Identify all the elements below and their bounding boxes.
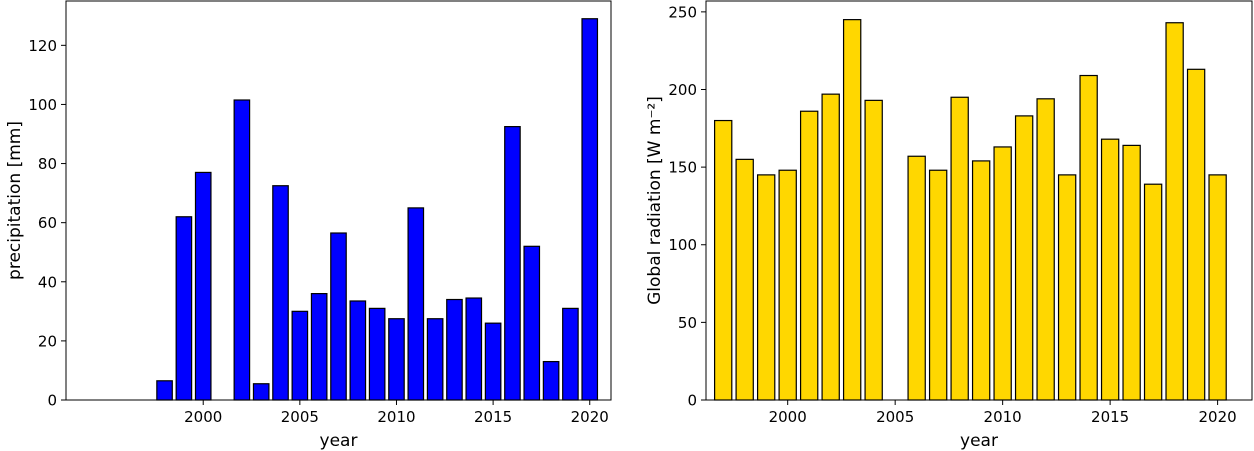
bar-1999 — [756, 174, 776, 401]
bar-2014 — [1079, 74, 1098, 401]
plot-frame — [705, 0, 1253, 401]
bar-2008 — [950, 96, 969, 401]
y-tick-label: 40 — [38, 273, 57, 291]
bar-2003 — [252, 383, 270, 401]
bar-2015 — [1100, 138, 1120, 401]
bar-2020 — [581, 18, 599, 401]
bar-2000 — [778, 169, 797, 401]
bar-2013 — [446, 298, 463, 401]
x-tick-label: 2005 — [876, 408, 914, 426]
bar-2012 — [1036, 98, 1055, 401]
bar-2005 — [291, 310, 309, 401]
bar-2004 — [272, 185, 289, 401]
bar-2003 — [842, 19, 862, 401]
bar-2011 — [1014, 115, 1034, 401]
plot-frame — [65, 0, 612, 401]
bar-2009 — [971, 160, 991, 401]
x-axis-label: year — [320, 431, 358, 451]
global-radiation-chart: 2000 2005 2010 2015 2020 0 50 100 150 200 250 year G… — [645, 0, 1253, 451]
bar-2016 — [504, 126, 521, 401]
y-tick-label: 250 — [668, 3, 697, 21]
bar-1998 — [156, 380, 173, 401]
y-tick-label: 0 — [47, 392, 57, 410]
bar-2004 — [864, 99, 883, 401]
bar-2001 — [799, 110, 819, 401]
y-tick-label: 150 — [668, 159, 697, 177]
bar-2013 — [1057, 174, 1077, 401]
bar-2018 — [1165, 22, 1184, 401]
bar-2002 — [821, 93, 840, 401]
x-tick-label: 2010 — [377, 408, 415, 426]
bar-1998 — [735, 158, 754, 401]
y-tick-label: 0 — [687, 392, 697, 410]
x-axis-label: year — [960, 431, 998, 451]
y-axis-label: Global radiation [W m⁻²] — [645, 96, 665, 305]
bar-2010 — [388, 318, 405, 401]
bar-2009 — [368, 307, 386, 401]
bar-2006 — [907, 155, 926, 401]
bar-2017 — [523, 245, 541, 401]
y-tick-label: 100 — [28, 96, 57, 114]
y-tick-label: 120 — [28, 37, 57, 55]
x-tick-label: 2020 — [571, 408, 609, 426]
bar-2006 — [310, 293, 328, 401]
bar-2000 — [194, 171, 212, 401]
precipitation-chart: 2000 2005 2010 2015 2020 0 20 40 60 80 100 120 year p… — [5, 0, 612, 451]
bar-1999 — [175, 216, 193, 401]
x-tick-label: 2015 — [474, 408, 512, 426]
y-tick-label: 50 — [678, 314, 697, 332]
y-tick-label: 20 — [38, 332, 57, 350]
bar-2018 — [542, 360, 560, 401]
bar-2014 — [465, 297, 483, 401]
bar-2016 — [1122, 144, 1141, 401]
x-tick-label: 2010 — [984, 408, 1022, 426]
bar-2011 — [407, 207, 425, 401]
bar-2019 — [1186, 68, 1206, 401]
bar-1997 — [713, 119, 733, 401]
bar-2020 — [1208, 174, 1227, 401]
y-tick-label: 200 — [668, 81, 697, 99]
bar-2010 — [993, 146, 1012, 401]
x-tick-label: 2000 — [769, 408, 807, 426]
x-tick-label: 2005 — [281, 408, 319, 426]
bar-2002 — [233, 99, 251, 401]
x-tick-label: 2000 — [184, 408, 222, 426]
bar-2017 — [1143, 183, 1163, 401]
bar-2007 — [330, 232, 347, 401]
bar-2007 — [928, 169, 948, 401]
x-tick-label: 2015 — [1091, 408, 1129, 426]
y-tick-label: 100 — [668, 236, 697, 254]
y-tick-label: 60 — [38, 214, 57, 232]
y-tick-label: 80 — [38, 155, 57, 173]
bar-2012 — [426, 318, 444, 401]
x-tick-label: 2020 — [1199, 408, 1237, 426]
y-axis-label: precipitation [mm] — [5, 121, 25, 280]
bar-2015 — [484, 322, 502, 401]
bar-2008 — [349, 300, 367, 401]
bar-2019 — [562, 307, 579, 401]
